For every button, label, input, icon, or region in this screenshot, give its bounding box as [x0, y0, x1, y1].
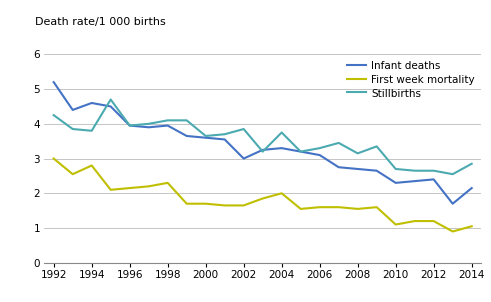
First week mortality: [165, 181, 171, 185]
Stillbirths: [298, 150, 303, 153]
Infant deaths: [51, 80, 56, 84]
Infant deaths: [431, 178, 436, 181]
First week mortality: [374, 205, 380, 209]
Infant deaths: [203, 136, 209, 140]
Stillbirths: [146, 122, 152, 126]
Infant deaths: [165, 124, 171, 127]
Stillbirths: [222, 132, 228, 136]
Infant deaths: [70, 108, 76, 112]
Stillbirths: [127, 124, 133, 127]
Line: Infant deaths: Infant deaths: [54, 82, 472, 204]
Infant deaths: [127, 124, 133, 127]
First week mortality: [298, 207, 303, 211]
First week mortality: [127, 186, 133, 190]
Infant deaths: [146, 126, 152, 129]
Stillbirths: [317, 146, 323, 150]
First week mortality: [70, 172, 76, 176]
Infant deaths: [412, 179, 418, 183]
Infant deaths: [469, 186, 475, 190]
Infant deaths: [317, 153, 323, 157]
Infant deaths: [336, 165, 342, 169]
First week mortality: [51, 157, 56, 160]
First week mortality: [260, 197, 266, 200]
First week mortality: [203, 202, 209, 206]
Stillbirths: [89, 129, 95, 133]
Stillbirths: [165, 119, 171, 122]
First week mortality: [317, 205, 323, 209]
Stillbirths: [374, 145, 380, 148]
First week mortality: [336, 205, 342, 209]
Stillbirths: [412, 169, 418, 172]
Stillbirths: [203, 134, 209, 138]
Stillbirths: [108, 98, 113, 101]
First week mortality: [412, 219, 418, 223]
First week mortality: [393, 223, 399, 226]
Infant deaths: [108, 105, 113, 108]
First week mortality: [146, 185, 152, 188]
Infant deaths: [450, 202, 456, 206]
First week mortality: [108, 188, 113, 192]
Stillbirths: [431, 169, 436, 172]
First week mortality: [222, 204, 228, 207]
Stillbirths: [184, 119, 190, 122]
Stillbirths: [70, 127, 76, 131]
Infant deaths: [241, 157, 246, 160]
Infant deaths: [355, 167, 360, 171]
Infant deaths: [374, 169, 380, 172]
Line: First week mortality: First week mortality: [54, 159, 472, 231]
Infant deaths: [260, 148, 266, 152]
Infant deaths: [89, 101, 95, 105]
Line: Stillbirths: Stillbirths: [54, 100, 472, 174]
Stillbirths: [393, 167, 399, 171]
First week mortality: [241, 204, 246, 207]
Legend: Infant deaths, First week mortality, Stillbirths: Infant deaths, First week mortality, Sti…: [343, 56, 479, 103]
Stillbirths: [51, 113, 56, 117]
Infant deaths: [298, 150, 303, 153]
Infant deaths: [393, 181, 399, 185]
Stillbirths: [469, 162, 475, 165]
Stillbirths: [279, 131, 285, 134]
Stillbirths: [355, 152, 360, 155]
First week mortality: [431, 219, 436, 223]
Stillbirths: [450, 172, 456, 176]
First week mortality: [89, 164, 95, 167]
Infant deaths: [222, 138, 228, 141]
First week mortality: [355, 207, 360, 211]
Stillbirths: [336, 141, 342, 145]
First week mortality: [450, 230, 456, 233]
First week mortality: [469, 224, 475, 228]
First week mortality: [279, 191, 285, 195]
Stillbirths: [260, 150, 266, 153]
Stillbirths: [241, 127, 246, 131]
First week mortality: [184, 202, 190, 206]
Text: Death rate/1 000 births: Death rate/1 000 births: [35, 17, 166, 27]
Infant deaths: [184, 134, 190, 138]
Infant deaths: [279, 146, 285, 150]
